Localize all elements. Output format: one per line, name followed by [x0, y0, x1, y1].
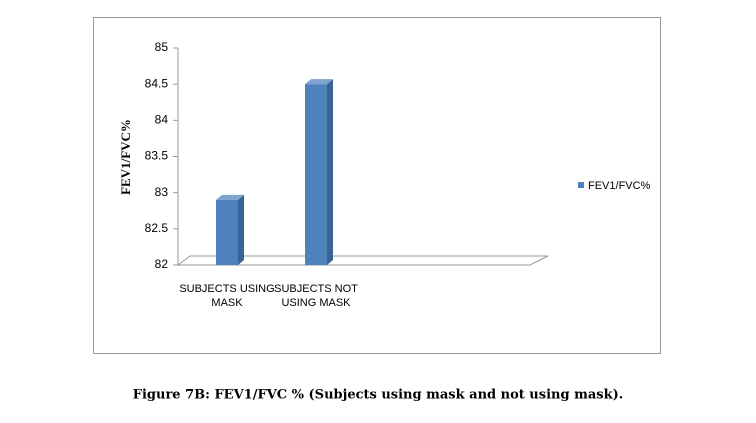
bar [216, 199, 238, 265]
y-tick-label: 82 [155, 257, 169, 271]
y-axis-label: FEV1/FVC% [118, 119, 133, 195]
y-tick-label: 82.5 [145, 221, 169, 235]
y-tick-label: 83.5 [145, 149, 169, 163]
legend-swatch [578, 182, 584, 188]
bar-top [216, 194, 244, 200]
y-tick-label: 85 [155, 40, 169, 54]
bar-side [327, 79, 333, 266]
y-tick-label: 84 [155, 113, 169, 127]
y-tick-label: 84.5 [145, 76, 169, 90]
bar-side [238, 194, 244, 265]
chart-frame [93, 17, 661, 354]
x-tick-label: SUBJECTS USING MASK [179, 283, 275, 309]
x-tick-label: SUBJECTS NOT USING MASK [274, 283, 358, 309]
caption: Figure 7B: FEV1/FVC % (Subjects using ma… [133, 388, 624, 403]
floor [176, 255, 549, 266]
legend-label: FEV1/FVC% [588, 180, 651, 192]
bar-top [305, 79, 333, 85]
y-tick-label: 83 [155, 185, 169, 199]
bar [305, 84, 327, 266]
